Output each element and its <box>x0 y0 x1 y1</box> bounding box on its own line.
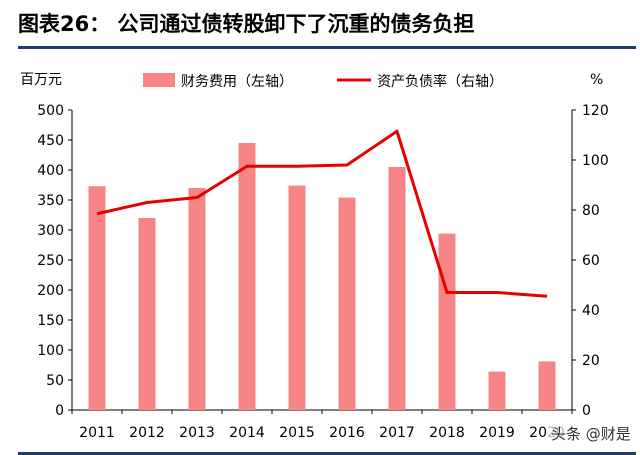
bar <box>238 143 256 410</box>
x-tick-label: 2019 <box>479 425 515 441</box>
x-tick-label: 2014 <box>229 425 265 441</box>
bar <box>288 185 306 410</box>
left-tick-label: 400 <box>37 163 64 179</box>
title-bar: 图表26： 公司通过债转股卸下了沉重的债务负担 <box>0 0 640 49</box>
left-tick-label: 250 <box>37 253 64 269</box>
x-tick-label: 2015 <box>279 425 315 441</box>
bar <box>538 361 556 410</box>
x-tick-label: 2017 <box>379 425 415 441</box>
watermark: 头条 @财是 <box>548 422 634 445</box>
right-tick-label: 60 <box>582 253 600 269</box>
bottom-divider <box>18 452 636 455</box>
x-tick-label: 2016 <box>329 425 365 441</box>
bar <box>88 186 106 410</box>
bar <box>138 218 156 410</box>
x-tick-label: 2018 <box>429 425 465 441</box>
left-tick-label: 0 <box>55 403 64 419</box>
legend-bar-swatch <box>143 73 175 87</box>
bar <box>438 233 456 410</box>
left-tick-label: 500 <box>37 103 64 119</box>
bar <box>488 371 506 410</box>
right-tick-label: 0 <box>582 403 591 419</box>
right-tick-label: 40 <box>582 303 600 319</box>
right-tick-label: 80 <box>582 203 600 219</box>
left-tick-label: 100 <box>37 343 64 359</box>
bar <box>388 167 406 410</box>
left-tick-label: 350 <box>37 193 64 209</box>
left-tick-label: 200 <box>37 283 64 299</box>
legend-bar-label: 财务费用（左轴） <box>181 74 293 90</box>
x-tick-label: 2013 <box>179 425 215 441</box>
left-tick-label: 150 <box>37 313 64 329</box>
right-tick-label: 20 <box>582 353 600 369</box>
line-series <box>96 129 548 298</box>
x-tick-label: 2011 <box>79 425 115 441</box>
left-axis-label: 百万元 <box>20 72 62 88</box>
right-tick-label: 100 <box>582 153 609 169</box>
bar <box>338 197 356 410</box>
chart-title: 图表26： 公司通过债转股卸下了沉重的债务负担 <box>18 12 475 36</box>
x-tick-label: 2012 <box>129 425 165 441</box>
legend-line-label: 资产负债率（右轴） <box>377 73 503 90</box>
right-tick-label: 120 <box>582 103 609 119</box>
left-tick-label: 300 <box>37 223 64 239</box>
title-divider <box>18 46 636 49</box>
right-axis-label: % <box>590 72 603 88</box>
left-tick-label: 450 <box>37 133 64 149</box>
bar <box>188 188 206 410</box>
left-tick-label: 50 <box>46 373 64 389</box>
